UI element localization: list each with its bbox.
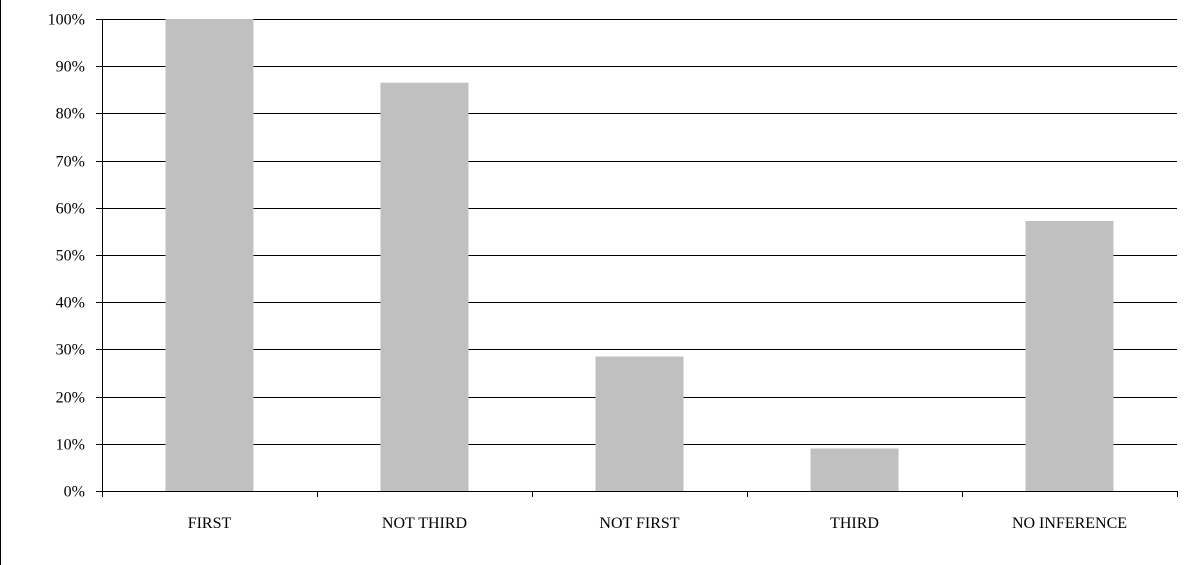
bar-not-first (595, 356, 684, 491)
x-category-label: NOT THIRD (382, 515, 467, 532)
bar-not-third (380, 82, 469, 491)
bar-third (810, 448, 899, 491)
y-tick-label: 50% (56, 248, 85, 265)
y-tick-label: 100% (48, 12, 85, 29)
bar-first (165, 19, 254, 491)
y-tick-label: 10% (56, 437, 85, 454)
x-category-label: THIRD (830, 515, 879, 532)
y-tick-label: 70% (56, 154, 85, 171)
y-tick-label: 90% (56, 59, 85, 76)
x-category-label: NOT FIRST (599, 515, 679, 532)
x-category-label: NO INFERENCE (1012, 515, 1127, 532)
x-category-label: FIRST (188, 515, 232, 532)
y-tick-label: 60% (56, 201, 85, 218)
y-tick-label: 30% (56, 342, 85, 359)
y-tick-label: 80% (56, 106, 85, 123)
y-tick-label: 40% (56, 295, 85, 312)
bar-no-inference (1025, 221, 1114, 491)
y-tick-label: 0% (64, 484, 85, 501)
y-tick-label: 20% (56, 390, 85, 407)
